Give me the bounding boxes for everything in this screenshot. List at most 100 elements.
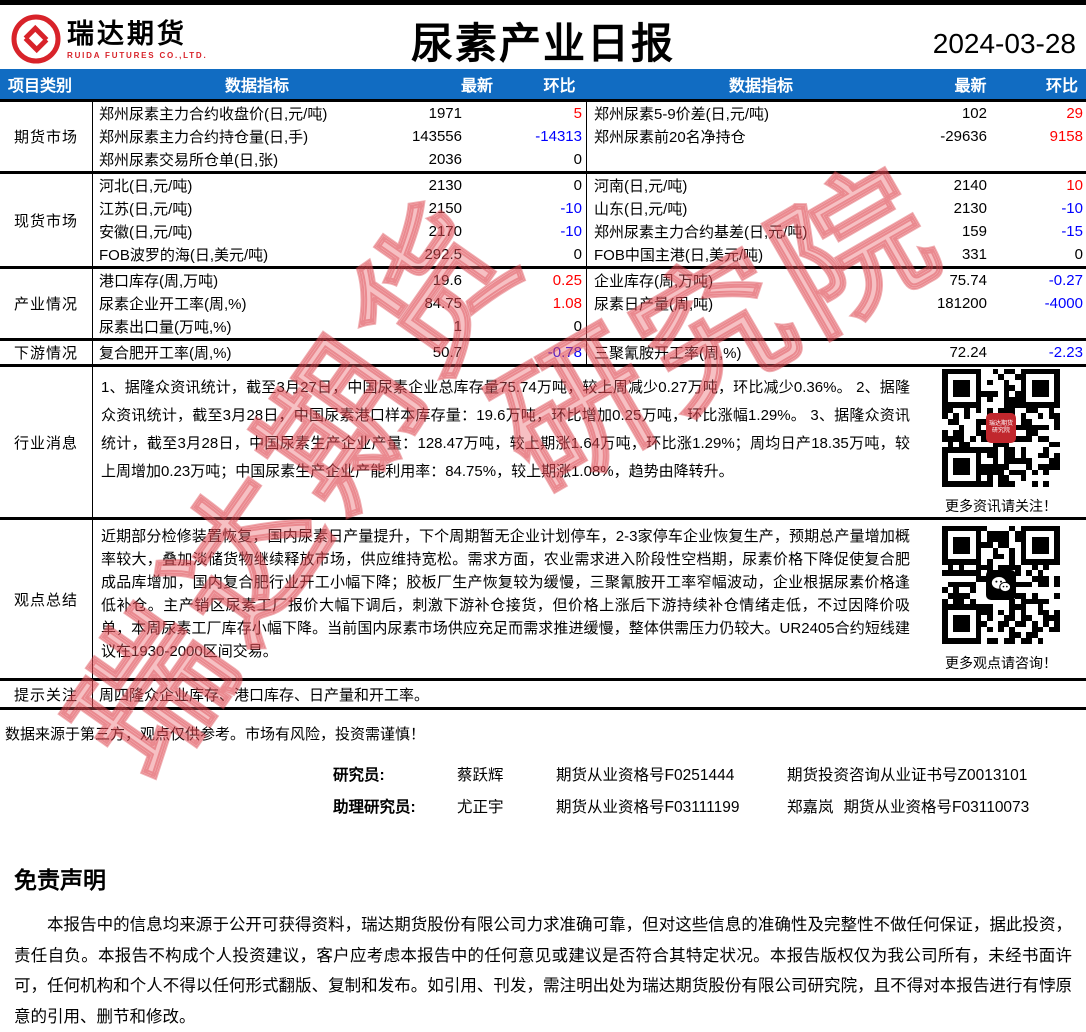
change-cell: 1.08 <box>552 295 582 312</box>
company-logo: 瑞达期货 RUIDA FUTURES CO.,LTD. <box>10 13 207 65</box>
report-header: 瑞达期货 RUIDA FUTURES CO.,LTD. 尿素产业日报 2024-… <box>0 5 1086 69</box>
indicator-cell: 江苏(日,元/吨) <box>99 201 193 218</box>
table-header-row: 项目类别 数据指标 最新 环比 数据指标 最新 环比 <box>0 69 1086 99</box>
change-cell: -2.23 <box>1048 344 1083 361</box>
logo-company-name: 瑞达期货 <box>67 19 187 49</box>
indicator-cell: 山东(日,元/吨) <box>594 201 688 218</box>
category-label: 现货市场 <box>0 174 93 266</box>
col-indicator-left: 数据指标 <box>224 78 289 95</box>
column-divider <box>586 220 588 243</box>
indicator-cell: 郑州尿素前20名净持仓 <box>594 129 746 146</box>
logo-company-name-en: RUIDA FUTURES CO.,LTD. <box>67 51 208 60</box>
column-divider <box>586 292 588 315</box>
table-row: FOB波罗的海(日,美元/吨) 292.5 0 FOB中国主港(日,美元/吨) … <box>93 243 1086 266</box>
risk-note: 数据来源于第三方，观点仅供参考。市场有风险，投资需谨慎！ <box>5 726 426 743</box>
latest-cell: 50.7 <box>432 344 462 361</box>
change-cell: -0.27 <box>1048 272 1083 289</box>
table-row: 尿素出口量(万吨,%) 1 0 <box>93 315 1086 338</box>
column-divider <box>586 341 588 364</box>
wechat-qr-code-summary <box>942 525 1060 644</box>
data-table: 项目类别 数据指标 最新 环比 数据指标 最新 环比 期货市场 郑州尿素主力合约… <box>0 69 1086 710</box>
change-cell: -15 <box>1061 223 1083 240</box>
column-divider <box>586 125 588 148</box>
col-change-right: 环比 <box>1045 78 1078 95</box>
indicator-cell: 复合肥开工率(周,%) <box>99 345 232 362</box>
indicator-cell: 安徽(日,元/吨) <box>99 224 193 241</box>
researcher-info: 研究员: 蔡跃辉 期货从业资格号F0251444 期货投资咨询从业证书号Z001… <box>333 760 1086 824</box>
column-divider <box>586 148 588 171</box>
col-latest-right: 最新 <box>954 78 987 95</box>
disclaimer-text: 本报告中的信息均来源于公开可获得资料，瑞达期货股份有限公司力求准确可靠，但对这些… <box>14 916 1072 1026</box>
change-cell: 5 <box>573 105 582 122</box>
indicator-cell: 郑州尿素主力合约收盘价(日,元/吨) <box>99 106 328 123</box>
change-cell: 10 <box>1066 177 1083 194</box>
researcher-cert: 期货从业资格号F0251444 <box>556 767 735 784</box>
change-cell: -10 <box>1061 200 1083 217</box>
latest-cell: 72.24 <box>949 344 987 361</box>
report-title: 尿素产业日报 <box>410 20 675 67</box>
change-cell: 0 <box>573 318 582 335</box>
table-row: 河北(日,元/吨) 2130 0 河南(日,元/吨) 2140 10 <box>93 174 1086 197</box>
latest-cell: 159 <box>961 223 987 240</box>
column-divider <box>586 174 588 197</box>
latest-cell: 75.74 <box>949 272 987 289</box>
researcher-role: 研究员: <box>333 767 385 784</box>
researcher-name: 蔡跃辉 <box>457 767 504 784</box>
column-divider <box>586 243 588 266</box>
indicator-cell: 郑州尿素主力合约持仓量(日,手) <box>99 129 309 146</box>
group-watch-alert: 提示关注 周四隆众企业库存、港口库存、日产量和开工率。 <box>0 678 1086 707</box>
category-label: 产业情况 <box>0 269 93 338</box>
group-downstream-status: 下游情况 复合肥开工率(周,%) 50.7 -0.78 三聚氰胺开工率(周,%)… <box>0 338 1086 364</box>
indicator-cell: FOB波罗的海(日,美元/吨) <box>99 247 269 264</box>
opinion-summary-text: 近期部分检修装置恢复，国内尿素日产量提升，下个周期暂无企业计划停车，2-3家停车… <box>101 528 910 660</box>
researcher-cert: 期货从业资格号F03110073 <box>843 799 1030 816</box>
table-row: 郑州尿素主力合约收盘价(日,元/吨) 1971 5 郑州尿素5-9价差(日,元/… <box>93 102 1086 125</box>
group-spot-market: 现货市场 河北(日,元/吨) 2130 0 河南(日,元/吨) 2140 10 … <box>0 171 1086 266</box>
report-date: 2024-03-28 <box>932 28 1076 59</box>
page-top-border <box>0 0 1086 5</box>
table-row: 尿素企业开工率(周,%) 84.75 1.08 尿素日产量(周,吨) 18120… <box>93 292 1086 315</box>
table-row: 复合肥开工率(周,%) 50.7 -0.78 三聚氰胺开工率(周,%) 72.2… <box>93 341 1086 364</box>
latest-cell: 143556 <box>411 128 462 145</box>
table-row: 江苏(日,元/吨) 2150 -10 山东(日,元/吨) 2130 -10 <box>93 197 1086 220</box>
indicator-cell: 河北(日,元/吨) <box>99 178 193 195</box>
change-cell: -0.78 <box>547 344 582 361</box>
category-label: 下游情况 <box>0 341 93 364</box>
change-cell: -10 <box>560 200 582 217</box>
latest-cell: -29636 <box>940 128 987 145</box>
disclaimer-title: 免责声明 <box>14 867 106 893</box>
column-divider <box>586 269 588 292</box>
col-change-left: 环比 <box>543 78 576 95</box>
indicator-cell: 尿素出口量(万吨,%) <box>99 319 232 336</box>
col-category: 项目类别 <box>8 78 73 95</box>
indicator-cell: 尿素企业开工率(周,%) <box>99 296 247 313</box>
latest-cell: 2140 <box>953 177 987 194</box>
latest-cell: 19.6 <box>432 272 462 289</box>
group-industry-news: 行业消息 1、据隆众资讯统计，截至3月27日，中国尿素企业总库存量75.74万吨… <box>0 364 1086 517</box>
watch-alert-text: 周四隆众企业库存、港口库存、日产量和开工率。 <box>99 686 430 704</box>
change-cell: 0.25 <box>552 272 582 289</box>
group-futures-market: 期货市场 郑州尿素主力合约收盘价(日,元/吨) 1971 5 郑州尿素5-9价差… <box>0 99 1086 171</box>
latest-cell: 2036 <box>428 151 462 168</box>
researcher-row: 研究员: 蔡跃辉 期货从业资格号F0251444 期货投资咨询从业证书号Z001… <box>333 760 1086 792</box>
indicator-cell: 三聚氰胺开工率(周,%) <box>594 345 742 362</box>
change-cell: 0 <box>573 151 582 168</box>
qr-center-logo: 瑞达期货研究院 <box>986 412 1016 443</box>
researcher-advisory-cert: 期货投资咨询从业证书号Z0013101 <box>787 767 1028 784</box>
change-cell: -4000 <box>1044 295 1083 312</box>
column-divider <box>586 315 588 338</box>
indicator-cell: 河南(日,元/吨) <box>594 178 688 195</box>
researcher-name: 郑嘉岚 <box>787 799 834 816</box>
table-row: 安徽(日,元/吨) 2170 -10 郑州尿素主力合约基差(日,元/吨) 159… <box>93 220 1086 243</box>
category-label: 期货市场 <box>0 102 93 171</box>
qr-caption-summary: 更多观点请咨询！ <box>945 654 1057 671</box>
news-qr-column: 瑞达期货研究院 更多资讯请关注！ <box>916 367 1086 517</box>
qr-caption-news: 更多资讯请关注！ <box>945 497 1057 514</box>
researcher-role: 助理研究员: <box>333 799 416 816</box>
group-industry-status: 产业情况 港口库存(周,万吨) 19.6 0.25 企业库存(周,万吨) 75.… <box>0 266 1086 338</box>
latest-cell: 2130 <box>428 177 462 194</box>
indicator-cell: 港口库存(周,万吨) <box>99 273 219 290</box>
column-divider <box>586 197 588 220</box>
change-cell: -10 <box>560 223 582 240</box>
latest-cell: 2170 <box>428 223 462 240</box>
